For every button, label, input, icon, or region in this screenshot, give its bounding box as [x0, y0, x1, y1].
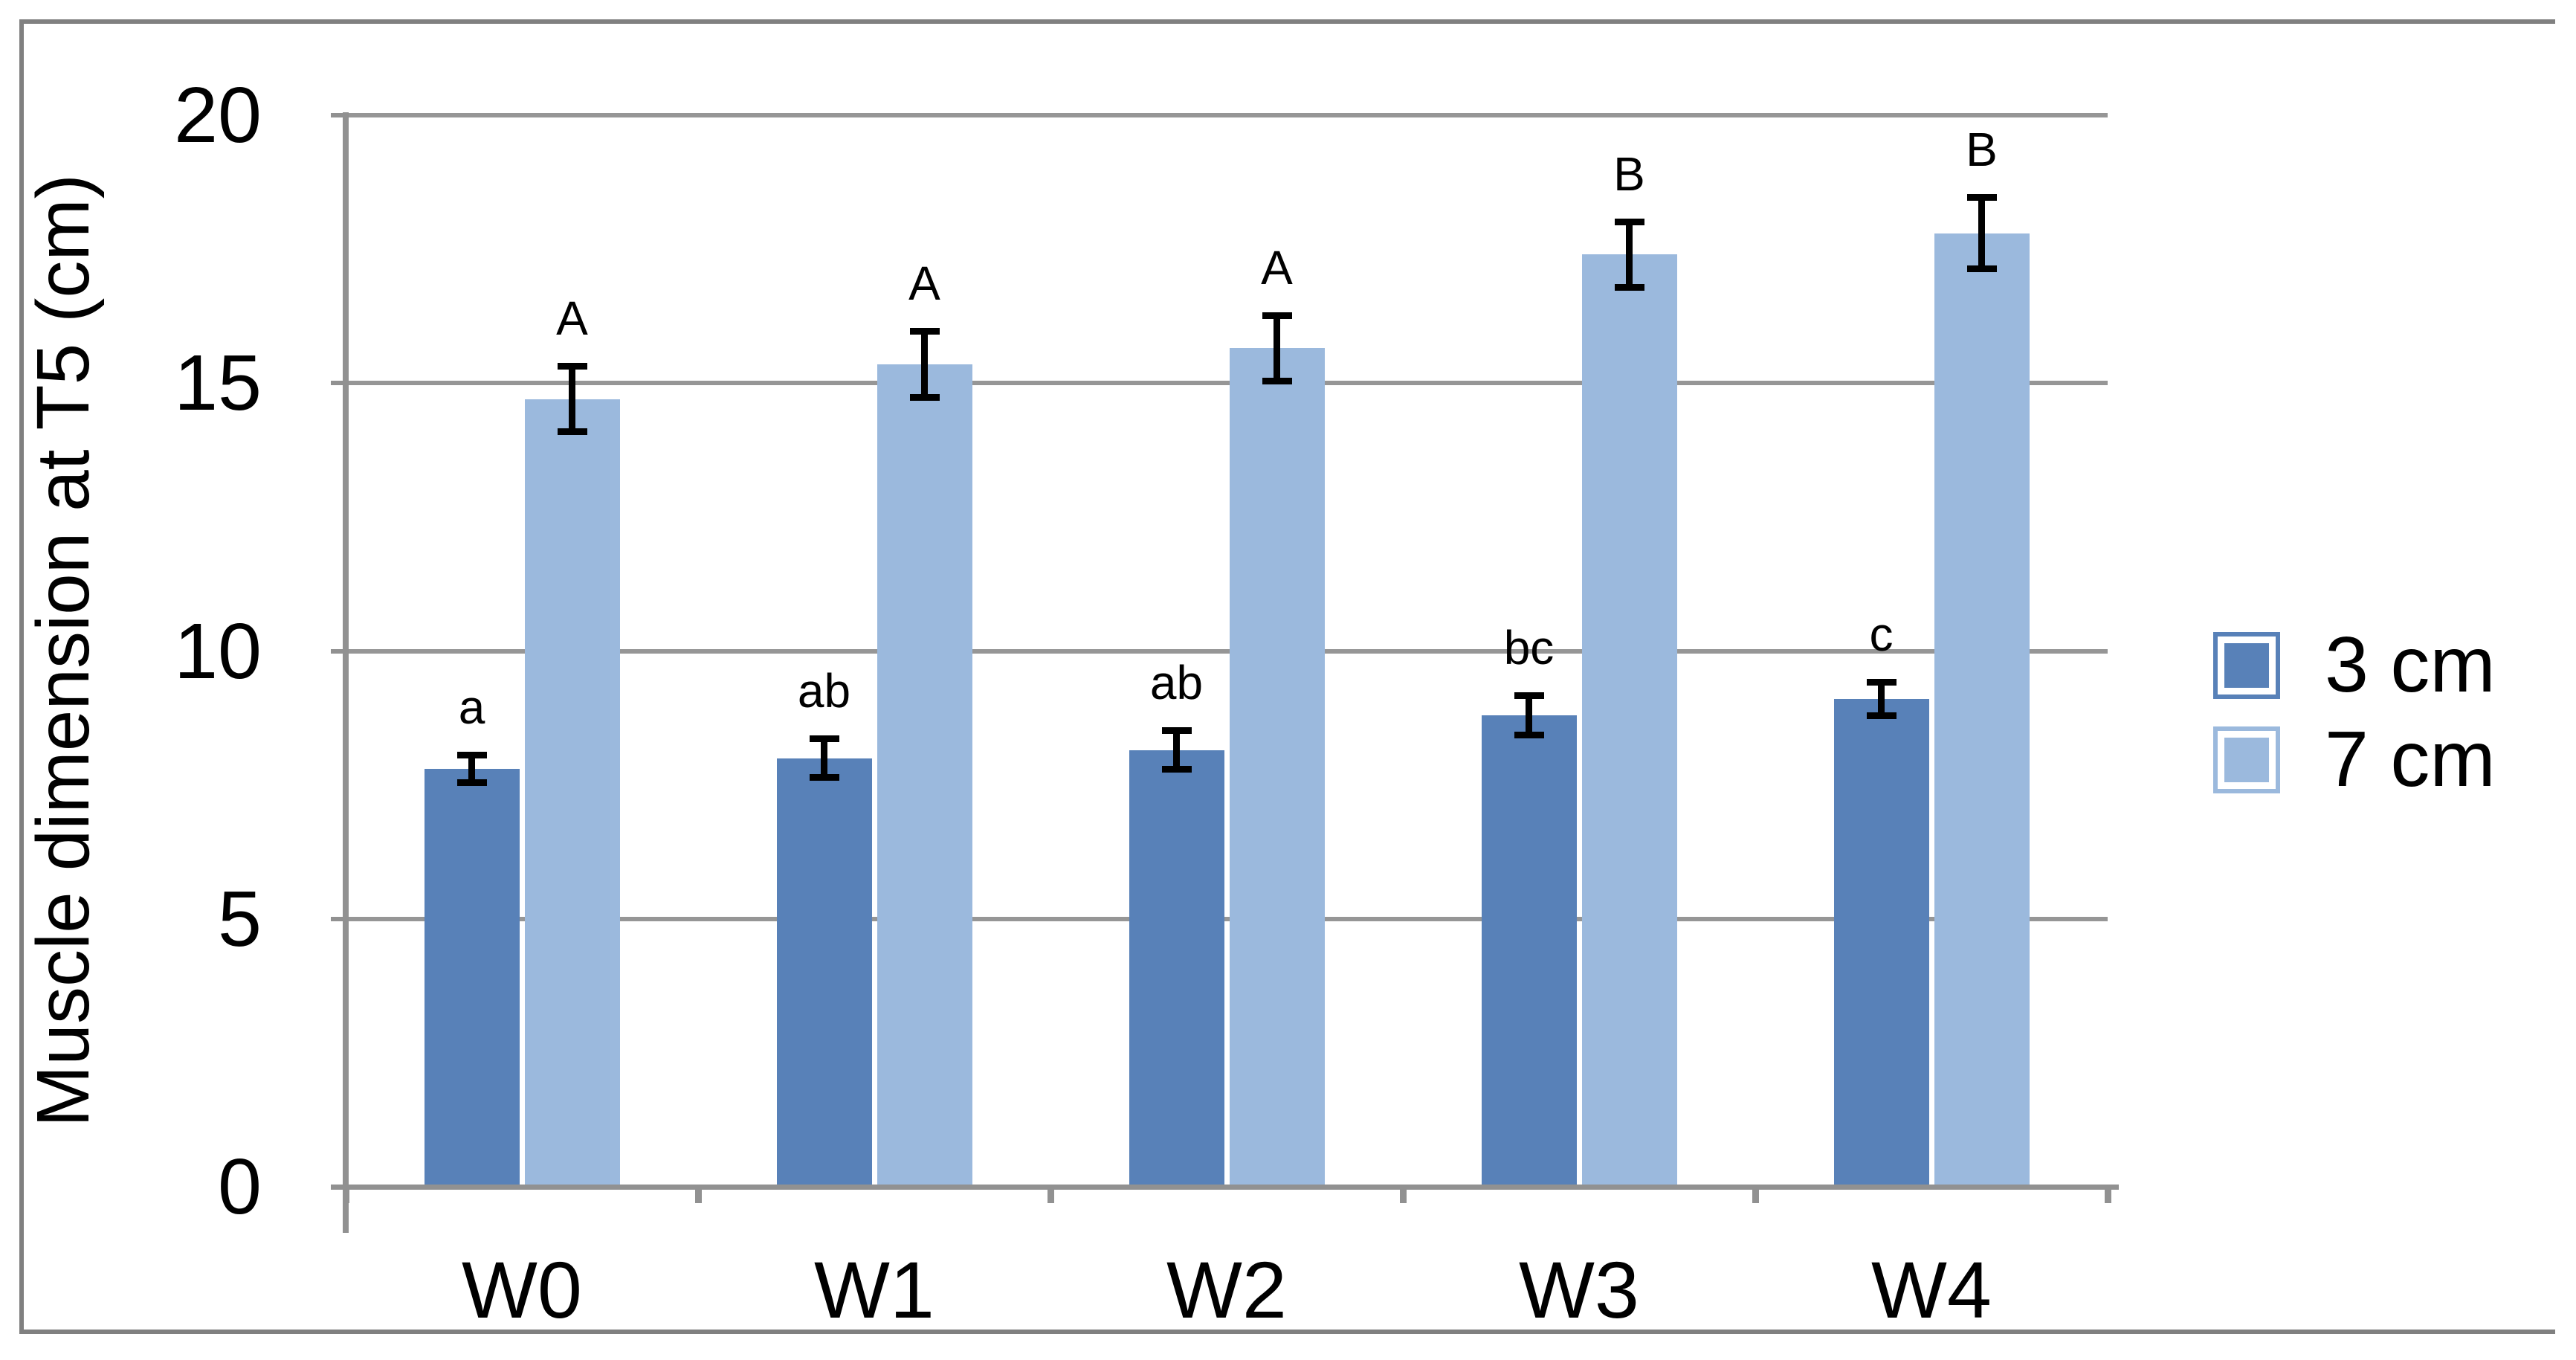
error-bar-line-7cm-W3 [1626, 225, 1633, 284]
bar-3cm-W0 [424, 769, 520, 1185]
error-bar-capbottom-3cm-W2 [1161, 766, 1192, 773]
bar-7cm-W4 [1934, 233, 2030, 1185]
significance-letter-3cm-W4: c [1869, 608, 1894, 662]
significance-letter-7cm-W4: B [1966, 123, 1998, 177]
bar-7cm-W1 [877, 364, 972, 1185]
error-bar-capbottom-3cm-W3 [1514, 731, 1544, 738]
gridline-y-20 [346, 113, 2108, 117]
significance-letter-7cm-W3: B [1613, 146, 1645, 201]
error-bar-capbottom-3cm-W0 [456, 779, 487, 787]
bar-7cm-W2 [1229, 348, 1325, 1185]
error-bar-captop-3cm-W3 [1514, 692, 1544, 700]
error-bar-captop-7cm-W4 [1966, 194, 1997, 202]
error-bar-line-7cm-W1 [921, 335, 928, 394]
legend-swatch-7cm-icon [2213, 726, 2280, 793]
error-bar-captop-3cm-W0 [456, 751, 487, 758]
x-category-label-W4: W4 [1871, 1245, 1992, 1335]
gridline-y-15 [346, 381, 2108, 386]
error-bar-capbottom-7cm-W1 [909, 393, 940, 401]
bar-3cm-W3 [1481, 715, 1577, 1185]
y-tick-label-10: 10 [174, 607, 262, 695]
y-axis-line [343, 112, 349, 1233]
gridline-y-10 [346, 648, 2108, 654]
bar-7cm-W0 [524, 399, 620, 1185]
x-category-label-W0: W0 [462, 1245, 582, 1335]
error-bar-captop-7cm-W3 [1614, 218, 1644, 225]
error-bar-capbottom-7cm-W2 [1262, 378, 1292, 385]
error-bar-line-7cm-W4 [1978, 201, 1985, 265]
significance-letter-3cm-W3: bc [1503, 621, 1555, 675]
y-tick-label-0: 0 [218, 1143, 262, 1231]
significance-letter-3cm-W2: ab [1149, 656, 1204, 710]
x-category-label-W1: W1 [814, 1245, 934, 1335]
legend-label-3cm: 3 cm [2325, 621, 2496, 709]
error-bar-line-3cm-W1 [821, 741, 827, 775]
bar-3cm-W2 [1129, 750, 1224, 1185]
error-bar-capbottom-3cm-W1 [809, 774, 839, 781]
error-bar-captop-3cm-W4 [1866, 679, 1897, 686]
x-category-label-W2: W2 [1166, 1245, 1287, 1335]
y-tick-label-15: 15 [174, 339, 262, 428]
error-bar-capbottom-7cm-W4 [1966, 265, 1997, 272]
error-bar-captop-7cm-W0 [557, 363, 587, 370]
x-tick-4 [1752, 1187, 1759, 1203]
y-tick-label-20: 20 [174, 71, 262, 159]
y-tick-15 [331, 381, 346, 386]
error-bar-captop-7cm-W1 [909, 328, 940, 335]
legend-swatch-3cm-icon [2213, 632, 2280, 699]
error-bar-captop-3cm-W1 [809, 735, 839, 742]
error-bar-line-3cm-W3 [1526, 699, 1532, 732]
bar-3cm-W1 [776, 758, 872, 1185]
significance-letter-7cm-W0: A [556, 291, 588, 346]
error-bar-captop-7cm-W2 [1262, 312, 1292, 319]
error-bar-capbottom-7cm-W3 [1614, 283, 1644, 291]
y-tick-5 [331, 916, 346, 921]
error-bar-line-3cm-W4 [1878, 686, 1885, 713]
error-bar-line-3cm-W2 [1173, 734, 1180, 767]
error-bar-line-7cm-W2 [1274, 318, 1280, 378]
x-tick-0 [343, 1187, 349, 1203]
y-tick-label-5: 5 [218, 874, 262, 963]
x-category-label-W3: W3 [1519, 1245, 1639, 1335]
y-tick-20 [331, 113, 346, 117]
significance-letter-7cm-W1: A [908, 257, 940, 311]
frame-left [19, 19, 24, 1334]
gridline-y-5 [346, 916, 2108, 921]
x-tick-5 [2105, 1187, 2111, 1203]
bar-3cm-W4 [1833, 699, 1929, 1185]
significance-letter-3cm-W0: a [458, 680, 485, 734]
bar-7cm-W3 [1581, 254, 1677, 1185]
x-axis-line [331, 1185, 2119, 1190]
error-bar-line-7cm-W0 [569, 370, 575, 429]
error-bar-capbottom-3cm-W4 [1866, 712, 1897, 720]
x-tick-2 [1047, 1187, 1054, 1203]
x-tick-3 [1400, 1187, 1407, 1203]
frame-top [19, 19, 2555, 24]
significance-letter-7cm-W2: A [1261, 240, 1293, 294]
y-tick-10 [331, 648, 346, 654]
error-bar-line-3cm-W0 [468, 758, 475, 780]
frame-bottom [19, 1330, 2555, 1334]
significance-letter-3cm-W1: ab [797, 663, 851, 718]
legend-label-7cm: 7 cm [2325, 715, 2496, 803]
error-bar-captop-3cm-W2 [1161, 727, 1192, 735]
x-tick-1 [695, 1187, 702, 1203]
error-bar-capbottom-7cm-W0 [557, 428, 587, 436]
